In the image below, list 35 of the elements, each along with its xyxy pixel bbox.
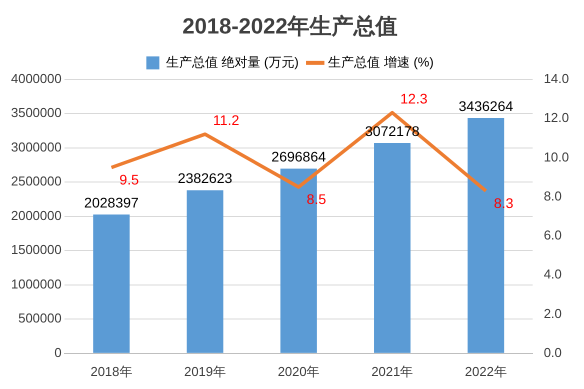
data-label: 2696864 bbox=[271, 148, 326, 165]
x-tick-label: 2019年 bbox=[184, 364, 226, 379]
x-tick-label: 2018年 bbox=[90, 364, 132, 379]
x-tick-label: 2021年 bbox=[371, 364, 414, 379]
data-label: 11.2 bbox=[213, 112, 240, 128]
y-tick-label: 500000 bbox=[18, 310, 62, 326]
y-tick-label: 2000000 bbox=[10, 208, 62, 223]
legend-label: 生产总值 增速 (%) bbox=[328, 54, 434, 70]
legend-label: 生产总值 绝对量 (万元) bbox=[166, 54, 299, 70]
bar bbox=[93, 214, 130, 353]
y-tick-label: 4000000 bbox=[10, 70, 62, 86]
y-tick-label: 2500000 bbox=[10, 174, 62, 189]
y2-tick-label: 4.0 bbox=[544, 266, 562, 282]
bar bbox=[186, 190, 224, 353]
y2-tick-label: 2.0 bbox=[544, 306, 562, 321]
x-tick-label: 2022年 bbox=[464, 364, 507, 379]
chart-title: 2018-2022年生产总值 bbox=[182, 13, 398, 38]
y-tick-label: 1500000 bbox=[10, 242, 62, 258]
bar bbox=[374, 142, 411, 353]
y2-tick-label: 14.0 bbox=[544, 70, 570, 86]
y2-tick-label: 8.0 bbox=[544, 188, 562, 204]
y2-tick-label: 10.0 bbox=[544, 149, 570, 164]
data-label: 12.3 bbox=[400, 90, 428, 107]
y2-tick-label: 12.0 bbox=[544, 110, 570, 126]
y-tick-label: 1000000 bbox=[10, 276, 62, 292]
x-tick-label: 2020年 bbox=[278, 364, 320, 379]
y2-tick-label: 0.0 bbox=[544, 344, 562, 360]
data-label: 3436264 bbox=[458, 98, 514, 114]
data-label: 2382623 bbox=[178, 170, 232, 186]
y-tick-label: 3000000 bbox=[10, 139, 62, 154]
data-label: 9.5 bbox=[119, 171, 140, 188]
y-tick-label: 0 bbox=[54, 344, 62, 360]
y2-tick-label: 6.0 bbox=[544, 228, 562, 243]
y-tick-label: 3500000 bbox=[10, 105, 62, 120]
data-label: 2028397 bbox=[84, 194, 139, 210]
